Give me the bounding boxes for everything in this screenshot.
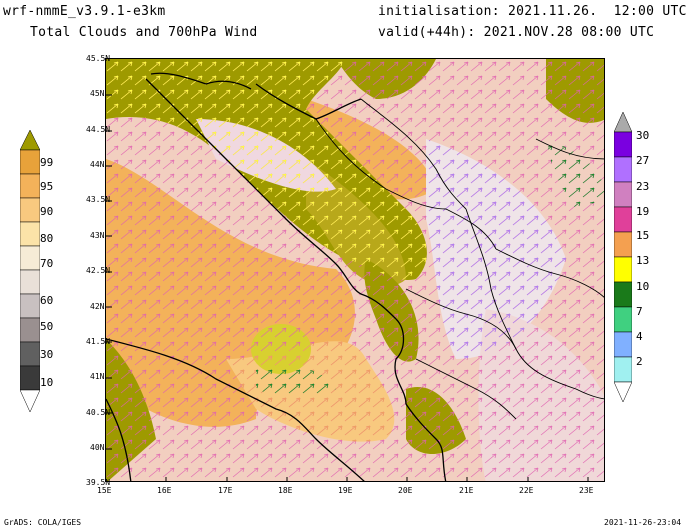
lon-label: 18E — [278, 486, 293, 495]
wind-scale-label: 13 — [636, 254, 650, 267]
cloud-wind-map — [106, 59, 604, 481]
lat-label: 42.5N — [86, 266, 111, 275]
product-title: Total Clouds and 700hPa Wind — [30, 25, 258, 40]
lat-label: 44N — [90, 160, 105, 169]
lat-label: 42N — [90, 302, 105, 311]
footer-credit: GrADS: COLA/IGES — [4, 518, 82, 527]
lon-label: 22E — [519, 486, 534, 495]
model-title: wrf-nmmE_v3.9.1-e3km — [3, 4, 166, 19]
lon-label: 19E — [338, 486, 353, 495]
clouds-scale-label: 95 — [40, 180, 54, 193]
lon-label: 21E — [459, 486, 474, 495]
wind-scale-label: 30 — [636, 129, 650, 142]
grid-ticks — [106, 94, 589, 481]
wind-colorbar — [614, 112, 632, 402]
clouds-scale-label: 60 — [40, 294, 54, 307]
country-borders — [315, 98, 604, 420]
lat-label: 44.5N — [86, 125, 111, 134]
clouds-scale-label: 80 — [40, 232, 54, 245]
lon-label: 16E — [157, 486, 172, 495]
lat-label: 40N — [90, 443, 105, 452]
lat-label: 39.5N — [86, 478, 111, 487]
wind-scale-label: 10 — [636, 280, 650, 293]
wind-scale-label: 15 — [636, 229, 650, 242]
wind-scale-label: 7 — [636, 305, 643, 318]
wind-scale-label: 2 — [636, 355, 643, 368]
clouds-scale-label: 99 — [40, 156, 54, 169]
lat-label: 41N — [90, 372, 105, 381]
wind-scale-label: 4 — [636, 330, 643, 343]
map-panel — [105, 58, 605, 482]
clouds-scale-label: 90 — [40, 205, 54, 218]
lat-label: 45.5N — [86, 54, 111, 63]
lon-label: 23E — [579, 486, 594, 495]
clouds-scale-label: 50 — [40, 320, 54, 333]
clouds-scale-label: 10 — [40, 376, 54, 389]
init-time: initialisation: 2021.11.26. 12:00 UTC — [378, 4, 687, 19]
wind-scale-label: 23 — [636, 180, 650, 193]
clouds-scale-label: 70 — [40, 257, 54, 270]
wind-scale-label: 27 — [636, 154, 650, 167]
lat-label: 43N — [90, 231, 105, 240]
lon-label: 15E — [97, 486, 112, 495]
footer-timestamp: 2021-11-26-23:04 — [604, 518, 682, 527]
lon-label: 20E — [398, 486, 413, 495]
clouds-scale-label: 30 — [40, 348, 54, 361]
lat-label: 45N — [90, 89, 105, 98]
lat-label: 43.5N — [86, 195, 111, 204]
lat-label: 41.5N — [86, 337, 111, 346]
coastlines — [106, 72, 447, 481]
lat-label: 40.5N — [86, 408, 111, 417]
wind-scale-label: 19 — [636, 205, 650, 218]
lon-label: 17E — [218, 486, 233, 495]
valid-time: valid(+44h): 2021.NOV.28 08:00 UTC — [378, 25, 655, 40]
clouds-colorbar — [20, 130, 40, 412]
